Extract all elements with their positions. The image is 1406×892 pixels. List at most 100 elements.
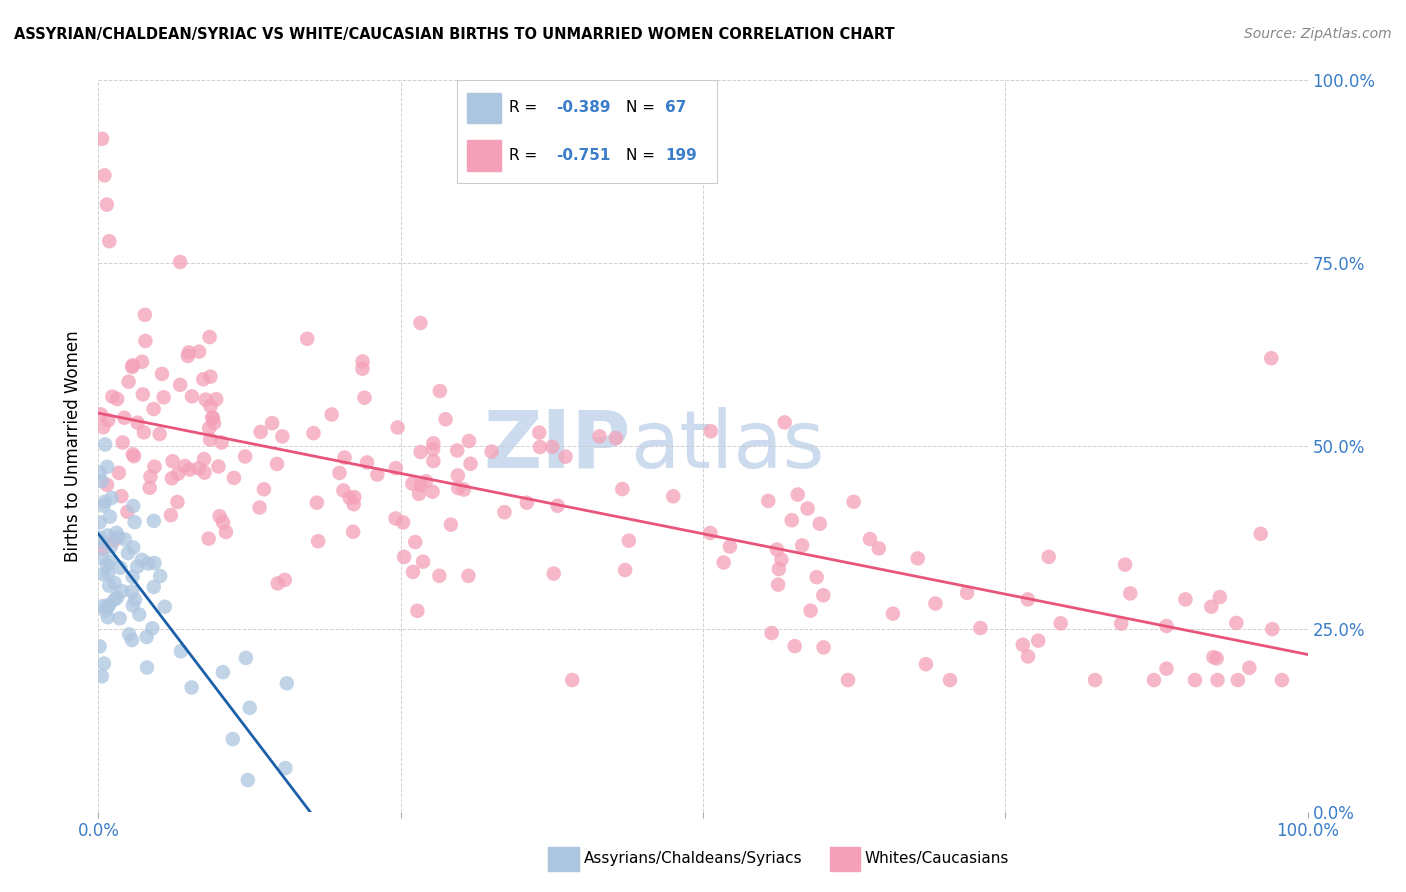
Text: Assyrians/Chaldeans/Syriacs: Assyrians/Chaldeans/Syriacs — [583, 852, 801, 866]
Point — [253, 482, 276, 496]
Point — [105, 525, 128, 540]
Point — [222, 471, 245, 485]
Point — [97, 598, 120, 612]
Point — [202, 416, 225, 430]
Text: R =: R = — [509, 148, 537, 162]
Point — [1011, 638, 1033, 652]
Point — [100, 491, 122, 505]
Point — [842, 495, 865, 509]
Point — [94, 494, 117, 508]
Text: -0.751: -0.751 — [555, 148, 610, 162]
Point — [108, 611, 131, 625]
Point — [1109, 616, 1132, 631]
Point — [1205, 651, 1227, 665]
Point — [813, 588, 835, 602]
Point — [422, 454, 444, 468]
Point — [297, 332, 319, 346]
Point — [153, 599, 176, 614]
Point — [617, 533, 640, 548]
Point — [93, 657, 115, 671]
Point — [780, 513, 803, 527]
Point — [97, 528, 120, 542]
Point — [136, 660, 159, 674]
Point — [588, 429, 610, 443]
Point — [160, 471, 183, 485]
Point — [307, 534, 329, 549]
Point — [96, 558, 118, 572]
Point — [142, 402, 165, 417]
Point — [305, 496, 328, 510]
Point — [207, 459, 229, 474]
Point — [409, 316, 432, 330]
Point — [457, 568, 479, 582]
Point — [612, 482, 634, 496]
Point — [541, 440, 564, 454]
Point — [107, 466, 129, 480]
Point — [127, 416, 149, 430]
Point — [434, 412, 457, 426]
Point — [859, 532, 882, 546]
Point — [105, 392, 128, 406]
Point — [1026, 633, 1049, 648]
Point — [89, 535, 111, 549]
Point — [956, 586, 979, 600]
Point — [790, 538, 813, 552]
Point — [200, 399, 222, 413]
Point — [181, 389, 204, 403]
Point — [404, 535, 426, 549]
Point — [770, 552, 793, 566]
Point — [91, 541, 114, 556]
Point — [122, 541, 145, 555]
Point — [1017, 649, 1039, 664]
Point — [266, 457, 288, 471]
Point — [93, 499, 115, 513]
Point — [915, 657, 938, 672]
Point — [169, 377, 191, 392]
Point — [134, 334, 156, 348]
Point — [1201, 599, 1223, 614]
Point — [1239, 661, 1261, 675]
Point — [89, 516, 111, 530]
Point — [150, 367, 173, 381]
Point — [198, 433, 221, 447]
Point — [768, 562, 790, 576]
Point — [494, 505, 516, 519]
Point — [969, 621, 991, 635]
Point — [333, 450, 356, 465]
Point — [766, 577, 789, 591]
Point — [167, 467, 190, 481]
Point — [114, 533, 136, 547]
Point — [112, 410, 135, 425]
Point — [813, 640, 835, 655]
Point — [187, 461, 209, 475]
Point — [94, 604, 117, 618]
Point — [614, 563, 637, 577]
Point — [1250, 526, 1272, 541]
Point — [105, 591, 128, 605]
Point — [384, 461, 406, 475]
Point — [128, 607, 150, 622]
Point — [352, 361, 374, 376]
Point — [89, 466, 111, 480]
Point — [409, 445, 432, 459]
Point — [1271, 673, 1294, 687]
Point — [121, 633, 143, 648]
Point — [135, 630, 157, 644]
Point — [121, 599, 143, 613]
Text: 67: 67 — [665, 101, 686, 115]
Point — [262, 416, 284, 430]
Point — [796, 501, 818, 516]
Point — [543, 566, 565, 581]
Point — [806, 570, 828, 584]
Point — [141, 621, 163, 635]
Point — [97, 566, 120, 580]
Point — [239, 700, 262, 714]
Point — [134, 308, 156, 322]
Point — [440, 517, 463, 532]
Point — [481, 444, 503, 458]
Point — [1119, 586, 1142, 600]
Point — [353, 391, 375, 405]
Point — [91, 599, 114, 614]
Point — [1261, 622, 1284, 636]
Point — [868, 541, 890, 556]
